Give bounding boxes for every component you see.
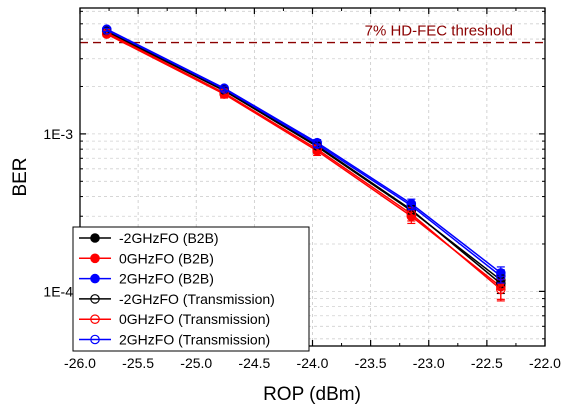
legend-marker: [90, 253, 100, 264]
threshold-label: 7% HD-FEC threshold: [365, 23, 513, 40]
data-point: [496, 271, 506, 281]
legend-label: -2GHzFO (B2B): [119, 230, 219, 246]
legend-item: 0GHzFO (B2B): [79, 250, 214, 266]
legend-label: 0GHzFO (B2B): [119, 250, 214, 266]
legend-marker: [90, 334, 100, 345]
data-point: [101, 25, 112, 35]
legend-label: 0GHzFO (Transmission): [119, 311, 270, 327]
x-axis-label: ROP (dBm): [263, 384, 361, 405]
legend-label: 2GHzFO (B2B): [119, 271, 214, 287]
legend-box: [72, 226, 310, 352]
data-point: [496, 284, 506, 295]
legend-marker: [90, 294, 100, 304]
x-tick-label: -23.0: [413, 355, 445, 371]
legend-marker: [90, 273, 100, 284]
x-tick-label: -23.5: [355, 355, 387, 371]
legend-item: 2GHzFO (B2B): [79, 271, 214, 287]
x-tick-label: -24.5: [238, 355, 270, 371]
x-tick-label: -25.5: [122, 355, 154, 371]
x-tick-label: -24.0: [297, 355, 329, 371]
series-6: [101, 25, 506, 284]
legend-item: -2GHzFO (Transmission): [79, 291, 275, 307]
legend-item: 2GHzFO (Transmission): [79, 332, 270, 348]
x-tick-label: -22.5: [471, 355, 503, 371]
y-tick-label: 1E-4: [43, 283, 73, 299]
legend: -2GHzFO (B2B) 0GHzFO (B2B) 2GHzFO (B2B) -2G…: [72, 226, 310, 352]
x-tick-label: -22.0: [529, 355, 561, 371]
data-point: [219, 84, 229, 94]
legend-label: -2GHzFO (Transmission): [119, 291, 275, 307]
legend-item: 0GHzFO (Transmission): [79, 311, 270, 327]
legend-marker: [90, 314, 100, 324]
data-point: [406, 200, 417, 211]
legend-marker: [90, 233, 100, 243]
series-group: [101, 24, 506, 302]
y-tick-label: 1E-3: [43, 126, 73, 142]
axes: -26.0 -25.5 -25.0 -24.5 -24.0 -23.5 -23.0 -22.5…: [43, 8, 561, 371]
y-axis-label: BER: [10, 157, 31, 196]
x-tick-label: -25.0: [180, 355, 212, 371]
x-tick-label: -26.0: [64, 355, 96, 371]
data-point: [312, 139, 322, 150]
legend-item: -2GHzFO (B2B): [79, 230, 219, 246]
threshold-line-group: 7% HD-FEC threshold: [80, 23, 545, 44]
legend-label: 2GHzFO (Transmission): [119, 332, 270, 348]
